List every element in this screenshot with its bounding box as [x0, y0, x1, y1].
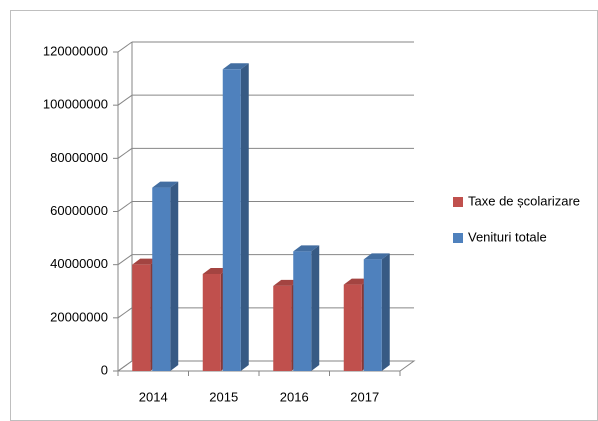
grid-line-side: [117, 254, 133, 266]
bar-top: [222, 63, 249, 70]
bar-side: [170, 181, 179, 371]
legend-label: Venituri totale: [468, 229, 547, 244]
bar-side: [311, 245, 320, 371]
bar-side: [381, 253, 390, 371]
bar-top: [132, 258, 159, 265]
bar: [343, 284, 362, 371]
bar: [152, 187, 171, 371]
bar: [363, 259, 382, 371]
grid-line-side: [117, 307, 133, 319]
legend-label: Taxe de școlarizare: [468, 193, 580, 208]
bar: [202, 273, 221, 371]
bar: [293, 251, 312, 371]
bar: [222, 69, 241, 371]
grid-line-side: [117, 147, 133, 159]
y-tick-label: 120000000: [43, 43, 108, 58]
grid-line-side: [117, 41, 133, 53]
y-tick-label: 20000000: [50, 309, 108, 324]
x-tick-label: 2015: [209, 389, 238, 404]
y-tick-label: 60000000: [50, 203, 108, 218]
bar-top: [202, 267, 229, 274]
bar-top: [343, 278, 370, 285]
y-tick-label: 0: [101, 362, 108, 377]
bar-top: [152, 181, 179, 188]
bar: [132, 264, 151, 371]
legend-swatch: [453, 233, 463, 243]
grid-line-side: [117, 94, 133, 106]
x-tick-label: 2014: [139, 389, 168, 404]
bar-top: [293, 245, 320, 252]
x-tick-label: 2016: [280, 389, 309, 404]
grid-line-side: [117, 201, 133, 212]
bar-top: [273, 279, 300, 286]
y-tick-label: 40000000: [50, 256, 108, 271]
bar-top: [363, 253, 390, 260]
bar-side: [240, 63, 249, 371]
y-tick-label: 100000000: [43, 97, 108, 112]
legend-swatch: [453, 197, 463, 207]
y-tick-label: 80000000: [50, 150, 108, 165]
grid-line-side: [117, 360, 133, 372]
bar: [273, 285, 292, 371]
x-tick-label: 2017: [350, 389, 379, 404]
